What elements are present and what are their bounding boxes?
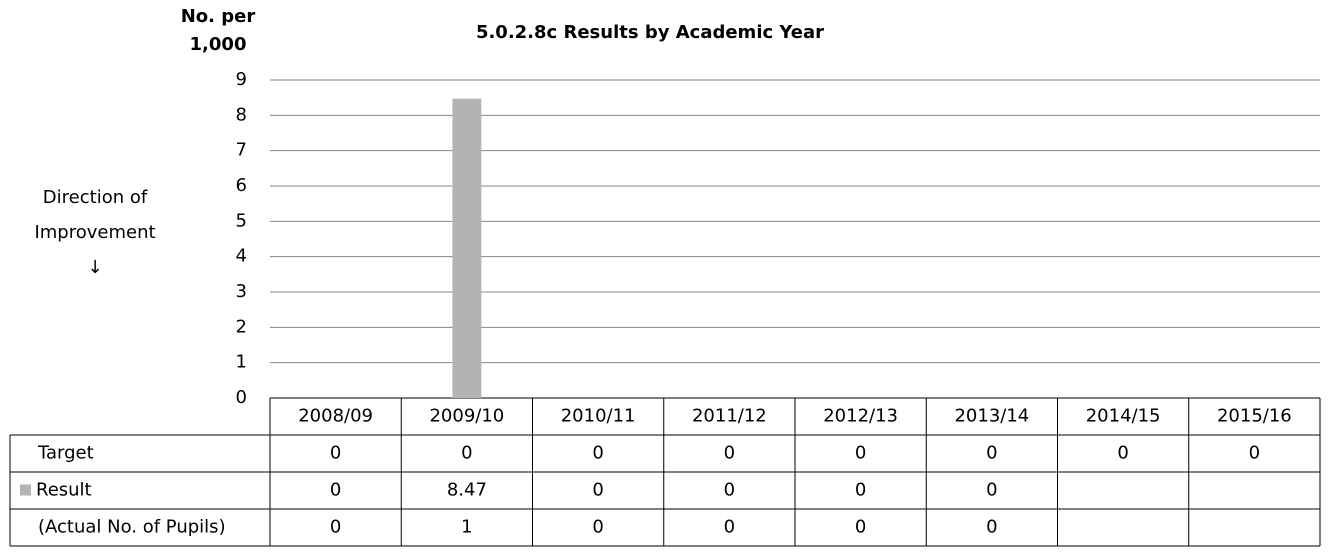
table-cell: 0 — [461, 443, 472, 464]
table-cell: 0 — [592, 480, 603, 501]
annotation: Improvement — [34, 222, 155, 243]
table-cell: 8.47 — [447, 480, 487, 501]
annotation: Direction of — [43, 187, 148, 208]
x-tick-label: 2014/15 — [1086, 406, 1161, 427]
y-tick-label: 4 — [236, 246, 247, 267]
annotation: ↓ — [87, 257, 102, 278]
table-cell: 0 — [330, 443, 341, 464]
y-tick-label: 6 — [236, 175, 247, 196]
table-cell: 0 — [724, 480, 735, 501]
table-cell: 0 — [986, 517, 997, 538]
table-cell: 1 — [461, 517, 472, 538]
y-tick-label: 5 — [236, 210, 247, 231]
x-tick-label: 2008/09 — [298, 406, 373, 427]
y-tick-label: 2 — [236, 316, 247, 337]
y-axis-label: No. per — [181, 6, 256, 27]
x-tick-label: 2009/10 — [429, 406, 504, 427]
y-tick-label: 1 — [236, 352, 247, 373]
y-tick-label: 0 — [236, 387, 247, 408]
table-cell: 0 — [592, 443, 603, 464]
row-label: Target — [37, 443, 94, 464]
table-cell: 0 — [330, 480, 341, 501]
legend-key — [20, 484, 31, 496]
table-cell: 0 — [724, 443, 735, 464]
table-cell: 0 — [855, 443, 866, 464]
table-cell: 0 — [986, 443, 997, 464]
table-cell: 0 — [986, 480, 997, 501]
table-cell: 0 — [1249, 443, 1260, 464]
table-cell: 0 — [855, 480, 866, 501]
table-cell: 0 — [724, 517, 735, 538]
y-tick-label: 7 — [236, 140, 247, 161]
chart-title: 5.0.2.8c Results by Academic Year — [476, 22, 824, 43]
x-tick-label: 2011/12 — [692, 406, 767, 427]
bar — [452, 98, 482, 398]
x-tick-label: 2015/16 — [1217, 406, 1292, 427]
x-tick-label: 2013/14 — [954, 406, 1029, 427]
row-label: Result — [36, 480, 92, 501]
table-cell: 0 — [330, 517, 341, 538]
y-axis-label: 1,000 — [190, 34, 247, 55]
y-tick-label: 3 — [236, 281, 247, 302]
y-tick-label: 9 — [236, 69, 247, 90]
row-label: (Actual No. of Pupils) — [38, 517, 226, 538]
table-cell: 0 — [592, 517, 603, 538]
table-cell: 0 — [1117, 443, 1128, 464]
table-cell: 0 — [855, 517, 866, 538]
y-tick-label: 8 — [236, 104, 247, 125]
x-tick-label: 2010/11 — [561, 406, 636, 427]
x-tick-label: 2012/13 — [823, 406, 898, 427]
